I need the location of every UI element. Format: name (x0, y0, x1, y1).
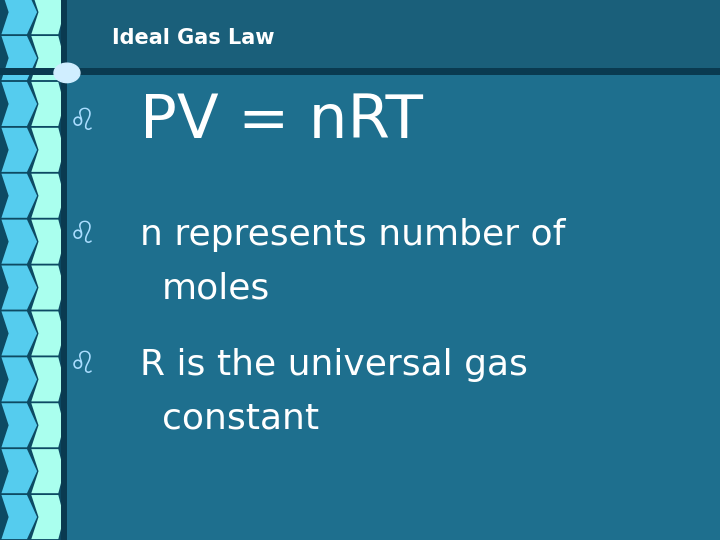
Text: n represents number of: n represents number of (140, 218, 566, 252)
Polygon shape (1, 174, 37, 218)
Text: PV = nRT: PV = nRT (140, 92, 423, 151)
Polygon shape (32, 495, 64, 539)
FancyBboxPatch shape (0, 0, 61, 540)
Polygon shape (1, 266, 37, 309)
Polygon shape (1, 403, 37, 447)
Polygon shape (1, 495, 37, 539)
FancyBboxPatch shape (67, 68, 720, 75)
Polygon shape (1, 128, 37, 172)
Polygon shape (32, 357, 64, 401)
Text: R is the universal gas: R is the universal gas (140, 348, 528, 381)
Polygon shape (32, 449, 64, 493)
Text: Ideal Gas Law: Ideal Gas Law (112, 28, 274, 48)
Polygon shape (32, 403, 64, 447)
Polygon shape (32, 82, 64, 126)
Polygon shape (32, 128, 64, 172)
Text: moles: moles (162, 272, 270, 306)
Polygon shape (1, 36, 37, 80)
Text: ♌: ♌ (69, 350, 96, 379)
Polygon shape (32, 0, 64, 34)
Text: ♌: ♌ (69, 107, 96, 136)
Polygon shape (32, 36, 64, 80)
FancyBboxPatch shape (61, 0, 67, 540)
Polygon shape (32, 266, 64, 309)
Polygon shape (1, 357, 37, 401)
Polygon shape (32, 312, 64, 355)
Polygon shape (1, 449, 37, 493)
Polygon shape (1, 0, 37, 34)
FancyBboxPatch shape (0, 68, 67, 75)
Circle shape (54, 63, 80, 83)
FancyBboxPatch shape (67, 0, 720, 68)
Text: constant: constant (162, 402, 319, 435)
Polygon shape (32, 174, 64, 218)
Polygon shape (32, 220, 64, 264)
Polygon shape (1, 312, 37, 355)
Polygon shape (1, 220, 37, 264)
Polygon shape (1, 82, 37, 126)
Text: ♌: ♌ (69, 220, 96, 249)
